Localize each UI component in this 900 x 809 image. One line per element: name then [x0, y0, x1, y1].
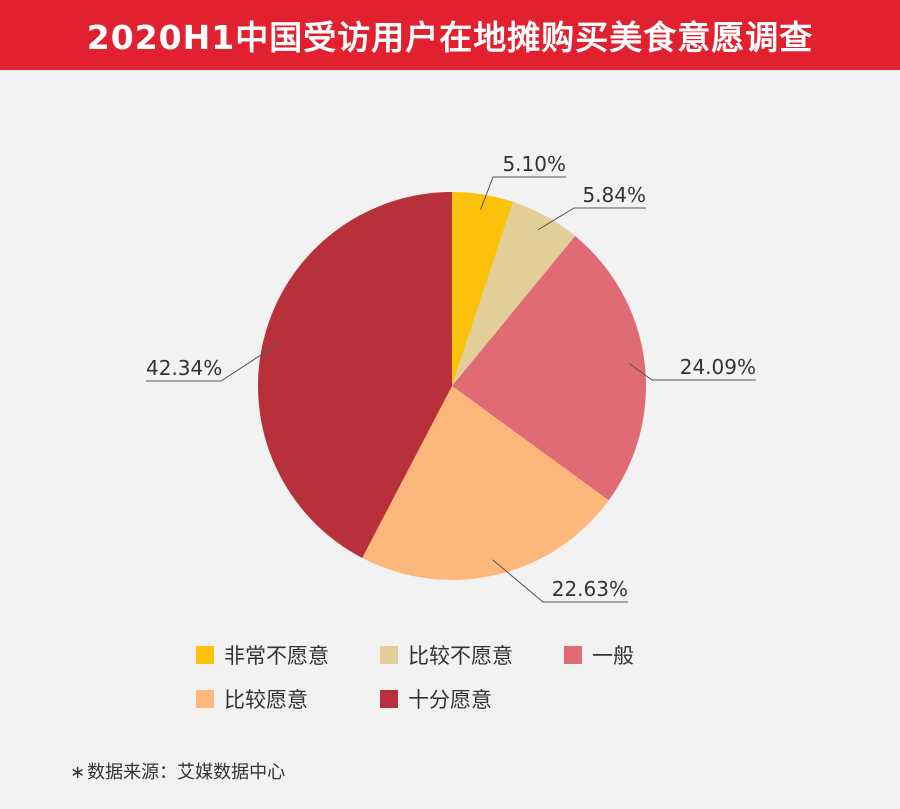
pie-slice-very-unwilling — [452, 192, 514, 386]
legend-swatch — [380, 690, 398, 708]
legend-item-neutral: 一般 — [564, 643, 714, 668]
data-label-very-willing: 42.34% — [146, 356, 222, 380]
legend-label: 一般 — [592, 644, 634, 668]
legend-swatch — [380, 646, 398, 664]
pie-slice-neutral — [452, 236, 646, 501]
legend-label: 比较愿意 — [224, 688, 308, 712]
chart-title: 2020H1中国受访用户在地摊购买美食意愿调查 — [86, 18, 814, 57]
data-label-somewhat-unwilling: 5.84% — [582, 183, 646, 207]
legend-item-somewhat-unwilling: 比较不愿意 — [380, 643, 564, 668]
pie-slice-somewhat-willing — [362, 386, 609, 580]
legend-swatch — [196, 646, 214, 664]
legend-item-very-willing: 十分愿意 — [380, 687, 564, 712]
legend-label: 比较不愿意 — [408, 644, 513, 668]
legend-swatch — [196, 690, 214, 708]
data-label-neutral: 24.09% — [680, 355, 756, 379]
legend-item-very-unwilling: 非常不愿意 — [196, 643, 380, 668]
asterisk-icon: ∗ — [70, 762, 86, 783]
chart-header: 2020H1中国受访用户在地摊购买美食意愿调查 — [0, 0, 900, 70]
legend-item-somewhat-willing: 比较愿意 — [196, 687, 380, 712]
data-source-text: 数据来源：艾媒数据中心 — [87, 762, 286, 783]
data-label-somewhat-willing: 22.63% — [552, 577, 628, 601]
legend-swatch — [564, 646, 582, 664]
leader-line-neutral — [628, 363, 756, 381]
data-label-very-unwilling: 5.10% — [502, 152, 566, 176]
chart-legend: 非常不愿意 比较不愿意 一般 比较愿意 十分愿意 — [196, 643, 716, 712]
pie-slice-somewhat-unwilling — [452, 201, 576, 386]
legend-label: 非常不愿意 — [224, 644, 329, 668]
legend-label: 十分愿意 — [408, 688, 492, 712]
leader-line-very-unwilling — [480, 176, 566, 210]
data-source-note: ∗ 数据来源：艾媒数据中心 — [70, 758, 285, 784]
leader-line-somewhat-unwilling — [537, 207, 646, 231]
leader-line-somewhat-willing — [492, 559, 628, 603]
pie-slice-very-willing — [258, 192, 452, 558]
leader-line-very-willing — [146, 343, 279, 382]
pie-chart: 5.10% 5.84% 24.09% 22.63% 42.34% — [146, 152, 756, 603]
